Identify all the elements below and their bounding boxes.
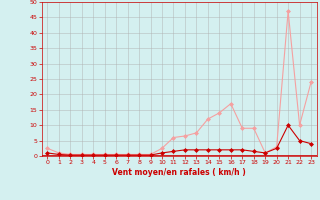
X-axis label: Vent moyen/en rafales ( km/h ): Vent moyen/en rafales ( km/h ) [112,168,246,177]
